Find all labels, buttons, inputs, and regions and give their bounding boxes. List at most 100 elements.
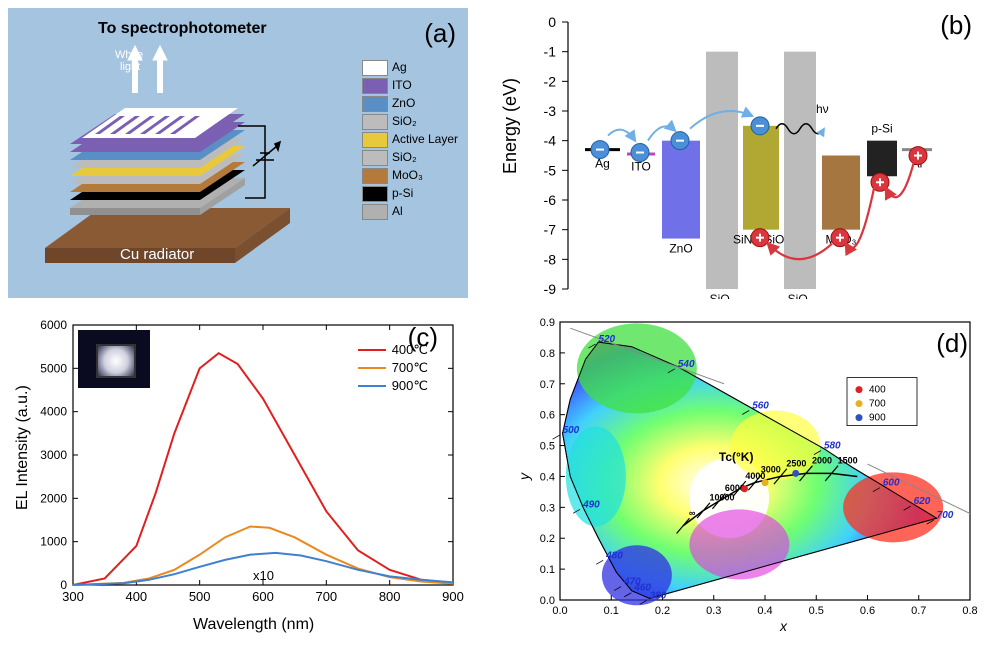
svg-text:500: 500: [189, 589, 211, 604]
svg-text:∞: ∞: [689, 508, 696, 518]
svg-text:700: 700: [869, 399, 886, 410]
panel-b-label: (b): [940, 10, 972, 41]
svg-text:4000: 4000: [40, 405, 67, 419]
svg-text:400: 400: [125, 589, 147, 604]
panel-a-title: To spectrophotometer: [98, 20, 267, 38]
layer-legend-item: SiO₂: [362, 114, 458, 130]
svg-text:0: 0: [60, 578, 67, 592]
svg-text:600: 600: [883, 478, 900, 489]
svg-text:0.9: 0.9: [540, 317, 555, 329]
svg-text:-6: -6: [544, 192, 557, 208]
layer-legend-item: ITO: [362, 78, 458, 94]
svg-text:1000: 1000: [40, 535, 67, 549]
svg-text:light: light: [120, 61, 140, 73]
cie-diagram: 0.00.10.20.30.40.50.60.70.80.00.10.20.30…: [500, 310, 990, 636]
svg-text:0.2: 0.2: [540, 533, 555, 545]
svg-text:3000: 3000: [761, 465, 781, 475]
svg-text:700: 700: [937, 510, 954, 521]
legend-item: 900℃: [358, 378, 428, 394]
panel-d: (d) 0.00.10.20.30.40.50.60.70.80.00.10.2…: [500, 310, 990, 636]
layer-legend-item: SiO₂: [362, 150, 458, 166]
svg-text:5000: 5000: [40, 361, 67, 375]
layer-legend-item: Active Layer: [362, 132, 458, 148]
panel-a: (a) To spectrophotometer Cu radiator: [8, 8, 468, 298]
panel-b-ylabel: Energy (eV): [500, 78, 520, 174]
svg-text:620: 620: [914, 496, 931, 507]
svg-text:380: 380: [650, 590, 667, 601]
svg-text:0.7: 0.7: [540, 379, 555, 391]
svg-text:-7: -7: [544, 222, 557, 238]
panel-c-xlabel: Wavelength (nm): [193, 616, 314, 634]
svg-text:0.4: 0.4: [757, 605, 772, 617]
svg-text:580: 580: [824, 441, 841, 452]
svg-text:p-Si: p-Si: [871, 122, 892, 136]
svg-text:490: 490: [582, 499, 600, 510]
layer-legend-item: ZnO: [362, 96, 458, 112]
svg-text:700: 700: [315, 589, 337, 604]
svg-text:400: 400: [869, 385, 886, 396]
svg-text:-2: -2: [544, 73, 557, 89]
svg-text:ZnO: ZnO: [669, 242, 692, 256]
legend-item: 700℃: [358, 360, 428, 376]
layer-legend-item: Ag: [362, 60, 458, 76]
panel-c: (c) 300400500600700800900010002000300040…: [8, 310, 478, 636]
svg-text:SiO₂: SiO₂: [710, 292, 735, 299]
tc-label: Tc(°K): [719, 450, 754, 464]
svg-text:0.1: 0.1: [604, 605, 619, 617]
svg-text:0.6: 0.6: [860, 605, 875, 617]
device-schematic: Cu radiator: [20, 38, 320, 288]
svg-text:560: 560: [752, 400, 769, 411]
svg-text:600: 600: [252, 589, 274, 604]
svg-text:0.5: 0.5: [809, 605, 824, 617]
svg-text:0.8: 0.8: [962, 605, 977, 617]
svg-text:6000: 6000: [40, 318, 67, 332]
svg-text:-5: -5: [544, 162, 557, 178]
svg-text:0.1: 0.1: [540, 564, 555, 576]
svg-text:900: 900: [442, 589, 464, 604]
svg-text:-4: -4: [544, 133, 557, 149]
svg-text:3000: 3000: [40, 448, 67, 462]
svg-text:2000: 2000: [812, 455, 832, 465]
layer-legend-item: Al: [362, 204, 458, 220]
svg-text:520: 520: [598, 334, 615, 345]
panel-d-ylabel: y: [516, 473, 532, 480]
svg-text:0.5: 0.5: [540, 441, 555, 453]
svg-text:-8: -8: [544, 251, 557, 267]
svg-text:800: 800: [379, 589, 401, 604]
svg-text:0.7: 0.7: [911, 605, 926, 617]
radiator-label: Cu radiator: [120, 246, 194, 263]
panel-d-xlabel: x: [780, 618, 787, 634]
svg-text:-9: -9: [544, 281, 557, 297]
svg-text:-1: -1: [544, 44, 557, 60]
svg-text:2500: 2500: [786, 458, 806, 468]
layer-legend-item: p-Si: [362, 186, 458, 202]
svg-text:900: 900: [869, 413, 886, 424]
inset-photo: [78, 330, 150, 388]
svg-text:2000: 2000: [40, 491, 67, 505]
svg-text:hν: hν: [816, 102, 829, 116]
x10-note: x10: [253, 568, 274, 583]
svg-text:0.6: 0.6: [540, 410, 555, 422]
svg-text:540: 540: [678, 359, 695, 370]
svg-text:-3: -3: [544, 103, 557, 119]
panel-a-label: (a): [424, 18, 456, 49]
svg-text:1500: 1500: [838, 455, 858, 465]
svg-text:0.4: 0.4: [540, 471, 555, 483]
svg-text:500: 500: [563, 425, 580, 436]
energy-diagram: Energy (eV) 0-1-2-3-4-5-6-7-8-9AgITOZnOS…: [500, 4, 990, 299]
white-light-label: White: [115, 49, 143, 61]
layer-legend: Ag ITO ZnO SiO₂ Active Layer SiO₂ MoO₃ p-Si Al: [362, 58, 458, 222]
svg-text:0.3: 0.3: [540, 502, 555, 514]
svg-text:0.0: 0.0: [540, 595, 555, 607]
panel-c-legend: 400℃ 700℃ 900℃: [358, 340, 428, 396]
panel-d-label: (d): [936, 328, 968, 359]
svg-text:0.2: 0.2: [655, 605, 670, 617]
svg-text:SiO₂: SiO₂: [788, 292, 813, 299]
svg-text:0: 0: [548, 14, 556, 30]
legend-item: 400℃: [358, 342, 428, 358]
svg-text:0.8: 0.8: [540, 348, 555, 360]
layer-legend-item: MoO₃: [362, 168, 458, 184]
svg-text:480: 480: [605, 550, 623, 561]
svg-text:0.3: 0.3: [706, 605, 721, 617]
panel-b: (b) Energy (eV) 0-1-2-3-4-5-6-7-8-9AgITO…: [500, 4, 990, 299]
